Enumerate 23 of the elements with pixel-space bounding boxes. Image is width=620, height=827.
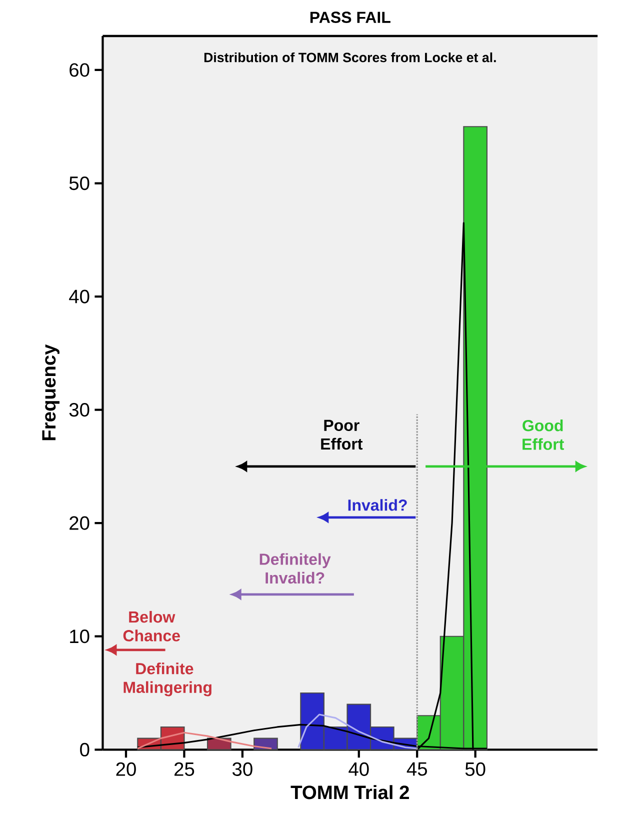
x-tick-label: 25 [174,762,194,776]
chart-title: PASS FAIL [310,12,390,23]
text: Distribution of TOMM Scores from Locke et al. [204,52,496,62]
x-tick-label: 45 [406,762,427,776]
y-tick-label: 50 [69,176,90,190]
y-tick-label: 10 [70,630,90,644]
annotation: Definitely Invalid? [260,553,331,584]
x-tick-label: 50 [465,762,486,776]
x-tick-label: 30 [232,762,252,776]
y-axis-title: Frequency [42,344,60,440]
y-tick-label: 30 [69,403,90,417]
annotation: Poor Effort [321,420,362,450]
annotation: Invalid? [348,499,407,511]
y-tick-label: 40 [68,290,90,304]
annotation: Below Chance [123,610,180,642]
x-tick-label: 40 [348,762,369,776]
annotation: Definite Malingering [124,662,212,696]
annotation: Good Effort [522,420,564,450]
y-tick-label: 20 [69,516,90,530]
y-tick-label: 0 [80,742,90,756]
x-tick-label: 20 [116,762,136,776]
y-tick-label: 60 [69,63,90,77]
x-axis-title: TOMM Trial 2 [290,785,409,800]
